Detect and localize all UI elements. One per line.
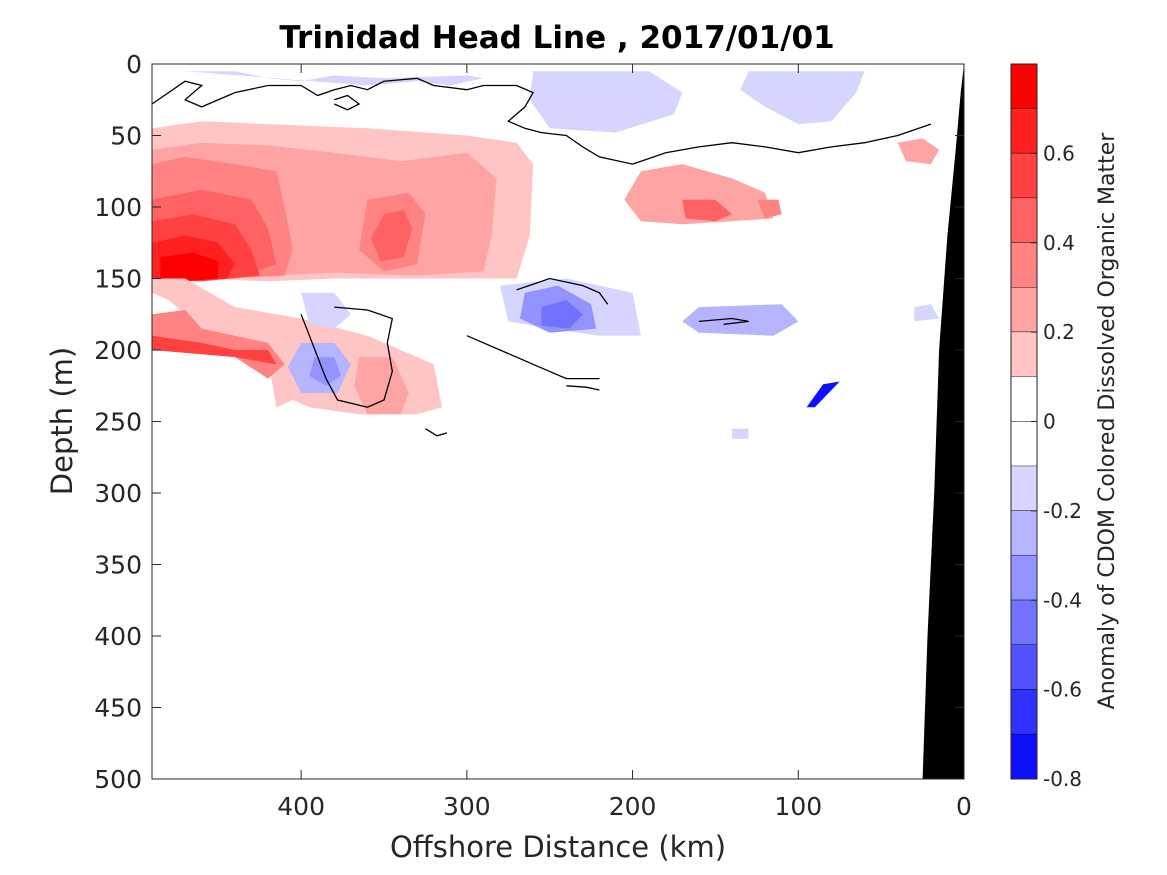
zero-contour-5	[698, 317, 749, 325]
colorbar-tick-label: -0.8	[1043, 767, 1082, 791]
anomaly-region-6	[160, 252, 219, 282]
colorbar-level-8	[1011, 421, 1037, 467]
y-tick-label: 450	[94, 694, 142, 723]
colorbar-ticks: 0.6 0.4 0.2 0 -0.2 -0.4 -0.6 -0.8	[1031, 141, 1082, 791]
colorbar-level-2	[1011, 153, 1037, 199]
colorbar-level-12	[1011, 600, 1037, 645]
x-axis-label: Offshore Distance (km)	[390, 830, 726, 864]
x-tick-label: 0	[956, 792, 972, 821]
colorbar-level-11	[1011, 555, 1037, 601]
colorbar-tick-label: 0.6	[1043, 141, 1075, 165]
anomaly-region-18	[529, 71, 683, 133]
zero-contours	[152, 77, 932, 437]
y-tick-label: 250	[94, 408, 142, 437]
colorbar-level-6	[1011, 332, 1037, 377]
land-mask	[922, 64, 964, 779]
colorbar-tick-label: -0.4	[1043, 588, 1082, 612]
colorbar-level-15	[1011, 734, 1037, 779]
zero-contour-2	[516, 277, 609, 305]
anomaly-region-9	[624, 164, 774, 225]
zero-contour-7	[425, 428, 448, 437]
zero-contour-1	[334, 94, 361, 111]
colorbar-level-9	[1011, 466, 1037, 511]
anomaly-region-11	[756, 199, 782, 219]
anomaly-field	[152, 71, 940, 439]
colorbar-tick-label: 0.4	[1043, 231, 1075, 255]
anomaly-region-8	[370, 209, 413, 262]
colorbar-level-13	[1011, 644, 1037, 690]
zero-contour-0	[152, 77, 932, 165]
colorbar-level-5	[1011, 287, 1037, 333]
x-tick-label: 400	[277, 792, 325, 821]
plot-area	[151, 63, 965, 780]
y-tick-label: 400	[94, 622, 142, 651]
chart-title: Trinidad Head Line , 2017/01/01	[279, 20, 834, 56]
x-axis: 400 300 200 100 0	[277, 64, 972, 821]
x-tick-label: 300	[443, 792, 491, 821]
y-tick-label: 150	[94, 265, 142, 294]
colorbar-level-7	[1011, 376, 1037, 422]
colorbar-level-0	[1011, 64, 1037, 109]
zero-contour-6	[566, 385, 600, 391]
x-tick-label: 200	[609, 792, 657, 821]
colorbar-label: Anomaly of CDOM Colored Dissolved Organi…	[1095, 132, 1120, 710]
colorbar-level-1	[1011, 108, 1037, 154]
colorbar-tick-label: -0.6	[1043, 678, 1082, 702]
colorbar-tick-label: 0	[1043, 410, 1056, 434]
anomaly-region-29	[914, 304, 940, 322]
x-tick-label: 100	[774, 792, 822, 821]
anomaly-region-17	[185, 71, 484, 86]
colorbar-tick-label: -0.2	[1043, 499, 1082, 523]
anomaly-region-16	[354, 357, 409, 415]
anomaly-region-25	[541, 300, 583, 329]
y-tick-label: 0	[126, 50, 142, 79]
y-axis-label: Depth (m)	[45, 347, 79, 495]
anomaly-region-19	[740, 71, 865, 125]
y-tick-label: 50	[110, 122, 142, 151]
zero-contour-3	[300, 306, 394, 408]
colorbar-level-4	[1011, 242, 1037, 288]
y-tick-label: 300	[94, 479, 142, 508]
colorbar-level-14	[1011, 689, 1037, 735]
y-axis: 0 50 100 150 200 250 300 350 400 450 500	[94, 50, 964, 794]
colorbar-level-10	[1011, 510, 1037, 556]
zero-contour-4	[466, 335, 600, 380]
y-tick-label: 500	[94, 765, 142, 794]
anomaly-region-14	[152, 310, 285, 379]
anomaly-region-10	[682, 199, 732, 222]
anomaly-region-20	[301, 292, 351, 329]
colorbar-tick-label: 0.2	[1043, 320, 1075, 344]
anomaly-region-27	[806, 381, 840, 408]
anomaly-region-15	[152, 335, 277, 365]
colorbar-levels	[1011, 64, 1037, 780]
anomaly-region-22	[309, 357, 341, 386]
colorbar-level-3	[1011, 198, 1037, 243]
y-tick-label: 100	[94, 193, 142, 222]
anomaly-region-28	[732, 428, 749, 439]
anomaly-region-12	[897, 138, 940, 165]
y-tick-label: 200	[94, 336, 142, 365]
colorbar: 0.6 0.4 0.2 0 -0.2 -0.4 -0.6 -0.8 Anomaly of CD…	[1010, 63, 1120, 791]
y-tick-label: 350	[94, 551, 142, 580]
